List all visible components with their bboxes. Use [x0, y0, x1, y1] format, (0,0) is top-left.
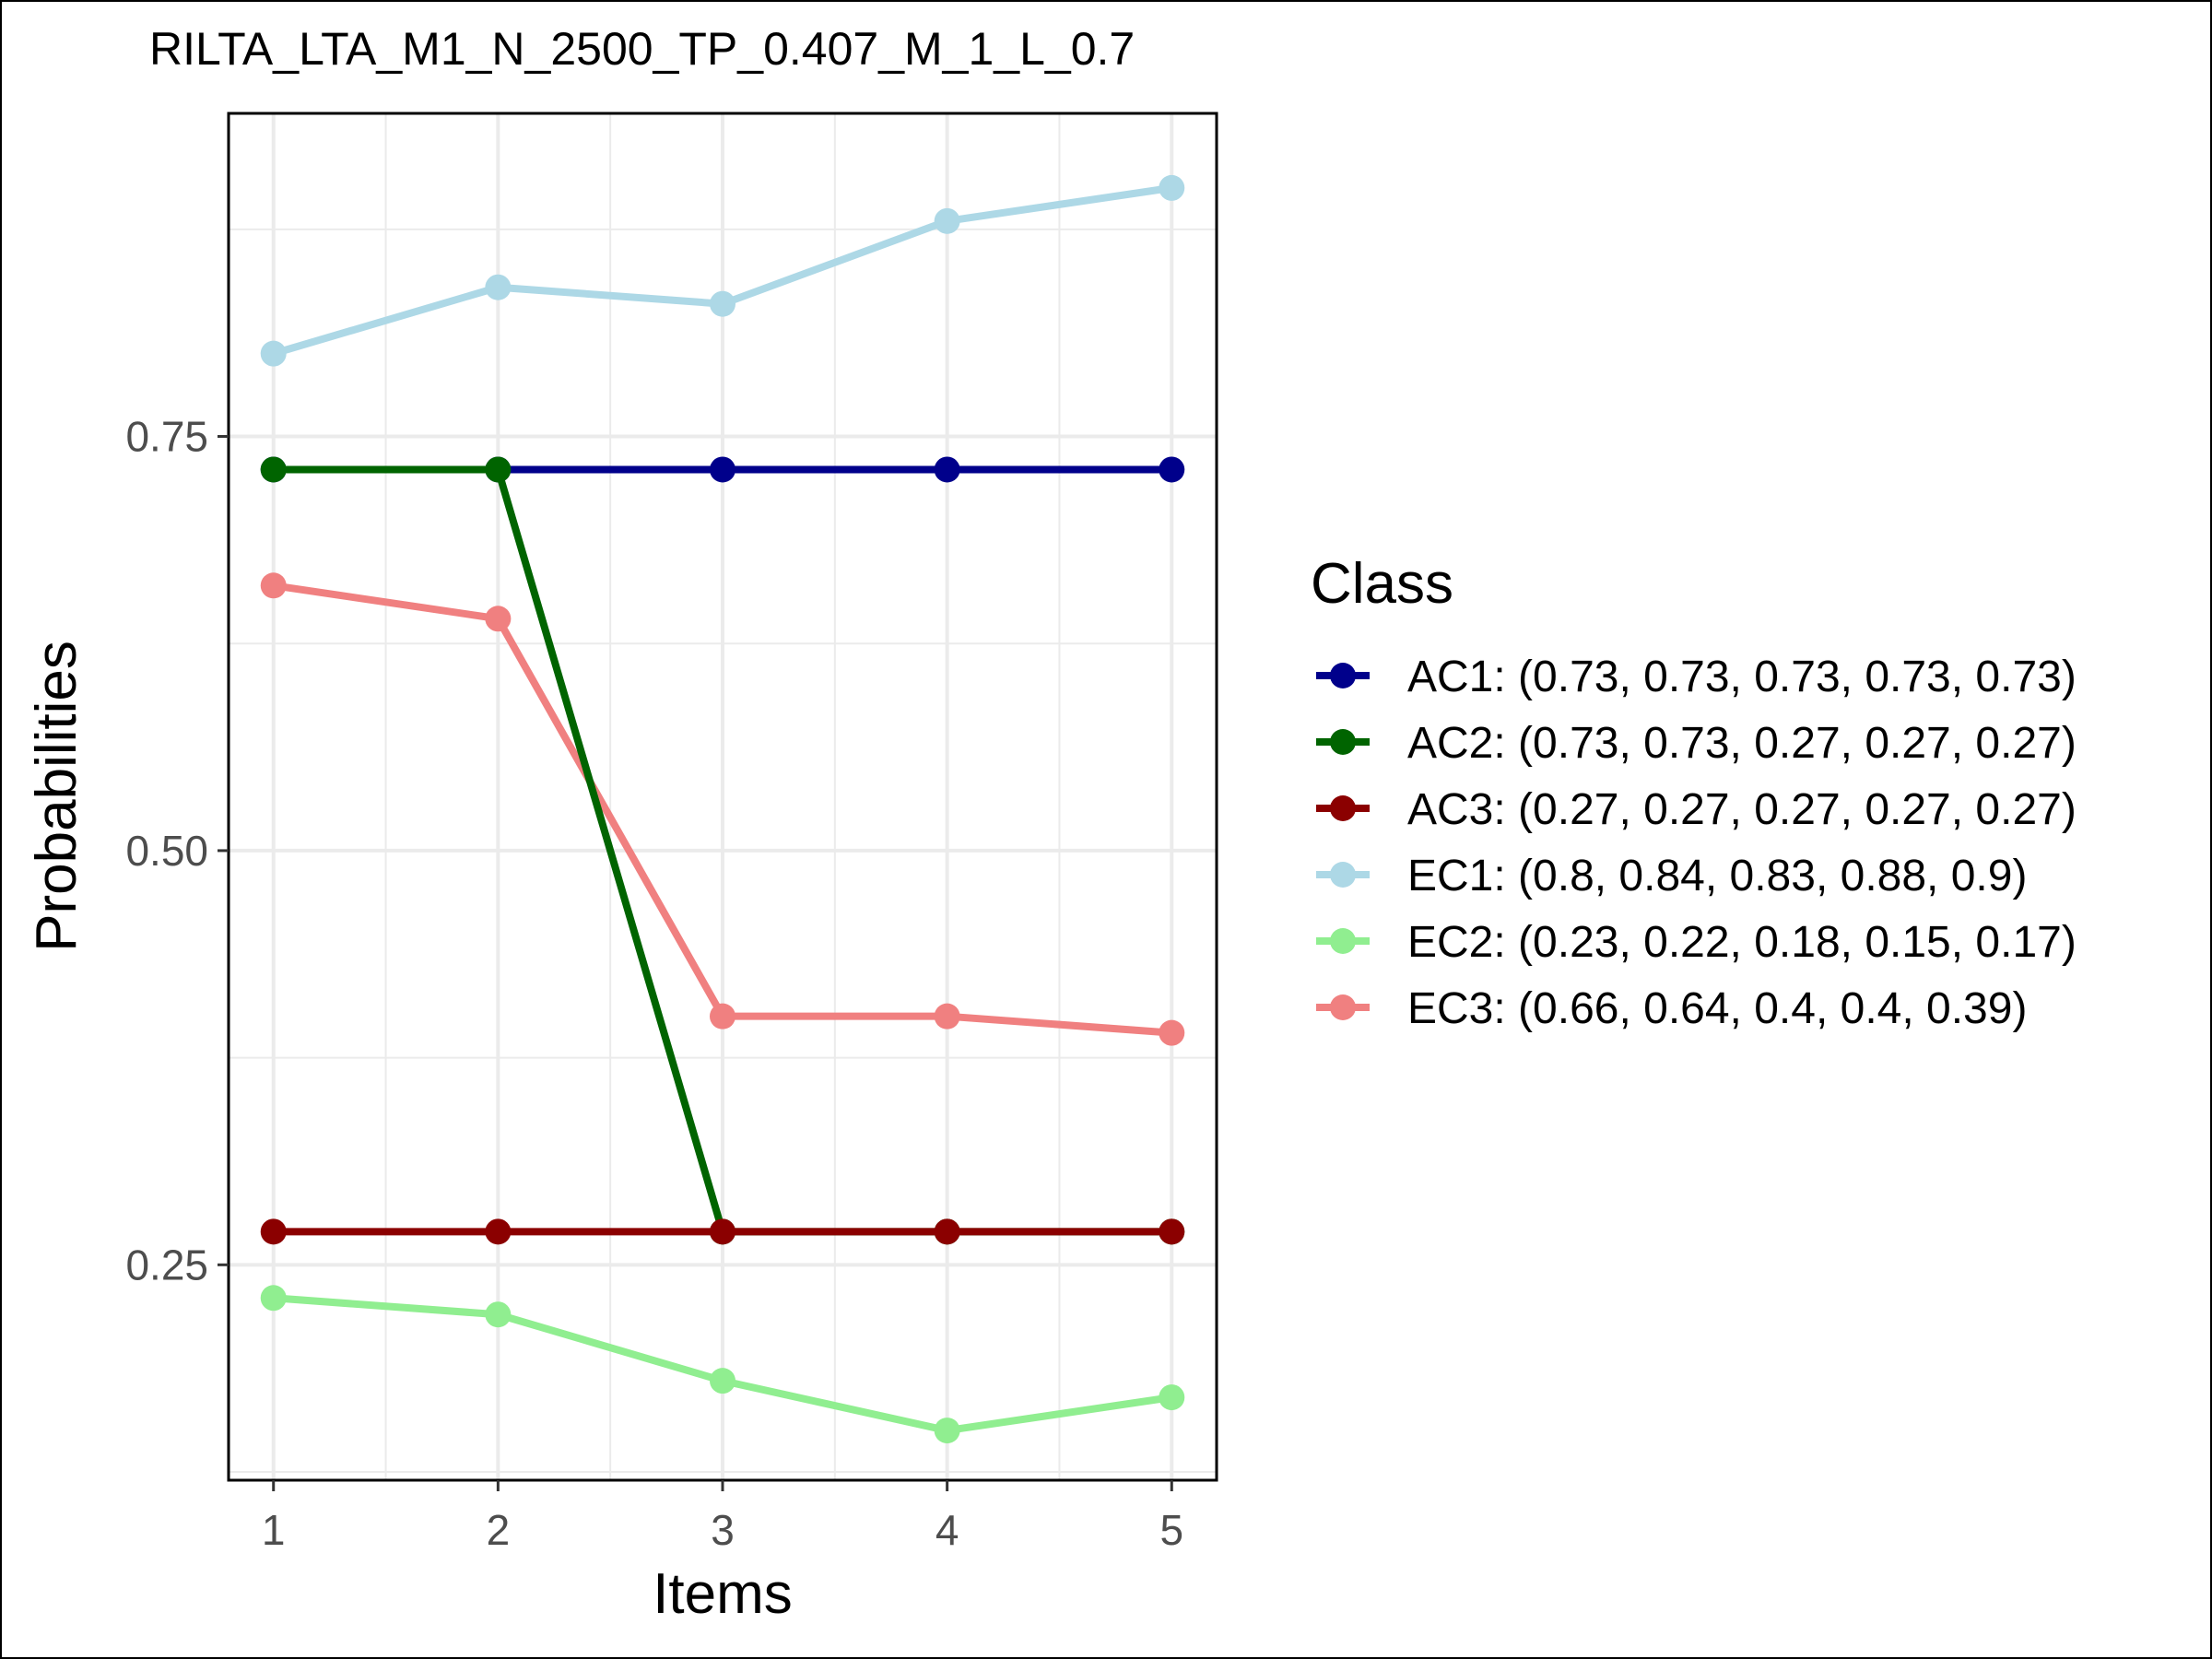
series-6-point-3: [710, 1003, 735, 1030]
series-6-point-1: [260, 572, 287, 599]
series-5-point-1: [260, 1285, 287, 1312]
legend-item-1: AC1: (0.73, 0.73, 0.73, 0.73, 0.73): [1316, 653, 2077, 701]
series-3-point-4: [934, 1218, 960, 1245]
series-5-point-2: [485, 1301, 512, 1328]
series-6: [260, 572, 1185, 1046]
series-3-point-3: [710, 1218, 735, 1245]
series-6-point-2: [485, 606, 512, 632]
legend-item-3: AC3: (0.27, 0.27, 0.27, 0.27, 0.27): [1316, 785, 2077, 834]
y-tick-label: 0.25: [125, 1241, 208, 1288]
series-2-point-2: [485, 456, 512, 483]
x-tick-label: 3: [711, 1506, 735, 1554]
x-tick-label: 2: [487, 1506, 511, 1554]
series-6-point-4: [934, 1003, 960, 1030]
series-3-point-1: [260, 1218, 287, 1245]
series-4-point-3: [710, 290, 735, 317]
legend-key-point: [1330, 663, 1356, 688]
y-tick-label: 0.50: [125, 827, 208, 875]
series-1-point-5: [1159, 456, 1185, 483]
legend-item-6: EC3: (0.66, 0.64, 0.4, 0.4, 0.39): [1316, 984, 2027, 1033]
legend-label: AC3: (0.27, 0.27, 0.27, 0.27, 0.27): [1407, 785, 2077, 834]
series-4-point-1: [260, 340, 287, 367]
legend-key-point: [1330, 994, 1356, 1020]
series-5: [260, 1285, 1185, 1444]
series-6-point-5: [1159, 1019, 1185, 1046]
series-5-point-5: [1159, 1384, 1185, 1411]
legend-key-point: [1330, 795, 1356, 821]
legend-item-4: EC1: (0.8, 0.84, 0.83, 0.88, 0.9): [1316, 852, 2027, 900]
legend-title: Class: [1311, 552, 1453, 616]
x-tick-label: 4: [935, 1506, 959, 1554]
grid-major: [229, 113, 1217, 1480]
legend-label: EC2: (0.23, 0.22, 0.18, 0.15, 0.17): [1407, 918, 2077, 967]
series-4-point-5: [1159, 174, 1185, 201]
series-4: [260, 174, 1185, 367]
legend-label: EC3: (0.66, 0.64, 0.4, 0.4, 0.39): [1407, 984, 2027, 1033]
series-4-point-2: [485, 274, 512, 300]
series-3: [260, 1218, 1185, 1245]
y-tick-label: 0.75: [125, 413, 208, 461]
legend: AC1: (0.73, 0.73, 0.73, 0.73, 0.73) AC2: …: [1316, 653, 2077, 1033]
legend-item-2: AC2: (0.73, 0.73, 0.27, 0.27, 0.27): [1316, 719, 2077, 768]
chart-title: RILTA_LTA_M1_N_2500_TP_0.407_M_1_L_0.7: [149, 23, 1135, 75]
legend-label: AC1: (0.73, 0.73, 0.73, 0.73, 0.73): [1407, 653, 2077, 701]
legend-item-5: EC2: (0.23, 0.22, 0.18, 0.15, 0.17): [1316, 918, 2077, 967]
x-axis-ticks: 1 2 3 4 5: [262, 1480, 1183, 1554]
x-tick-label: 5: [1159, 1506, 1183, 1554]
series-3-point-2: [485, 1218, 512, 1245]
series-1-point-4: [934, 456, 960, 483]
series-5-point-4: [934, 1418, 960, 1444]
y-axis-title: Probabilities: [25, 641, 88, 952]
series-2-point-1: [260, 456, 287, 483]
series-layer: [260, 174, 1185, 1444]
legend-label: EC1: (0.8, 0.84, 0.83, 0.88, 0.9): [1407, 852, 2027, 900]
legend-key-point: [1330, 928, 1356, 954]
legend-key-point: [1330, 729, 1356, 755]
x-tick-label: 1: [262, 1506, 286, 1554]
y-axis-ticks: 0.25 0.50 0.75: [125, 413, 229, 1288]
legend-label: AC2: (0.73, 0.73, 0.27, 0.27, 0.27): [1407, 719, 2077, 768]
legend-key-point: [1330, 862, 1356, 888]
series-4-point-4: [934, 207, 960, 234]
series-1-point-3: [710, 456, 735, 483]
x-axis-title: Items: [653, 1562, 793, 1626]
series-5-point-3: [710, 1368, 735, 1394]
series-3-point-5: [1159, 1218, 1185, 1245]
